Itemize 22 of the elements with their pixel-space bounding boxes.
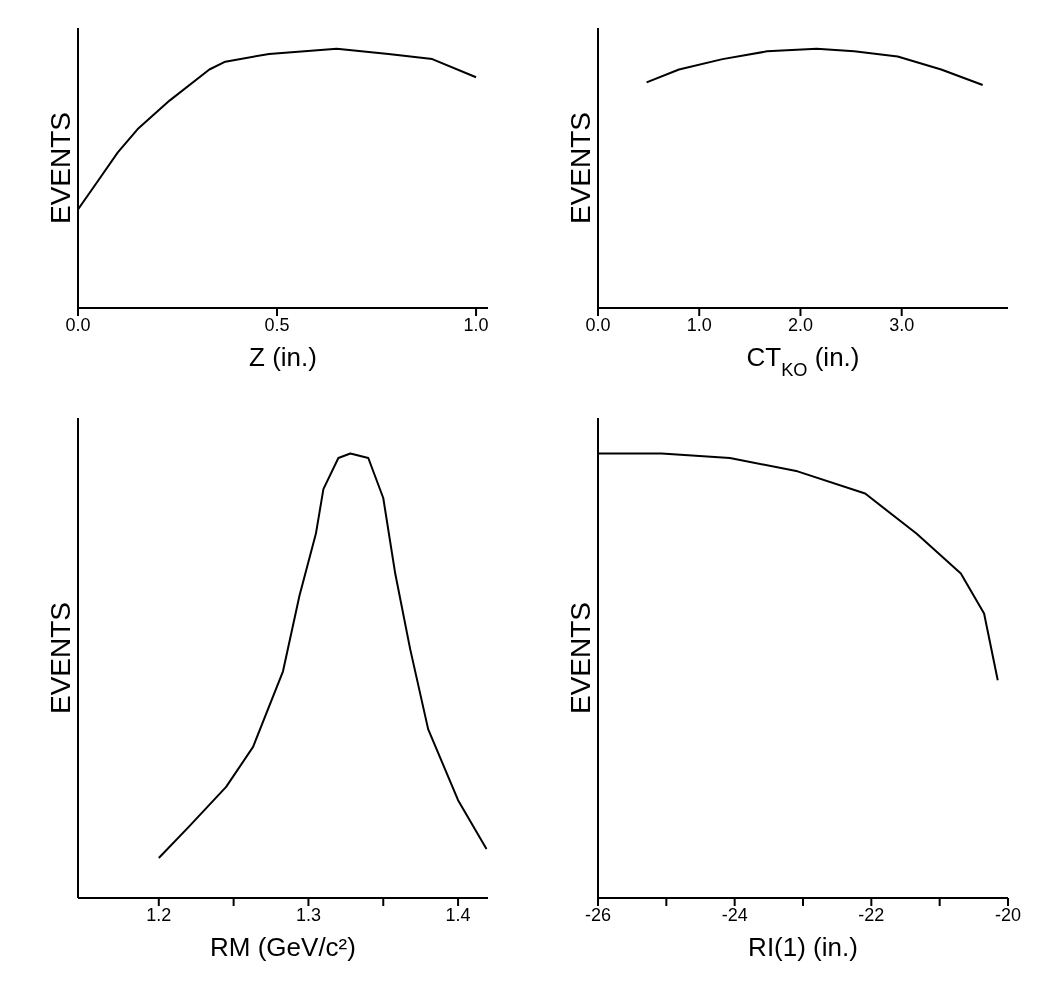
y-axis-title: EVENTS (45, 601, 76, 715)
x-tick-label: 1.0 (463, 314, 489, 335)
x-tick-label: -24 (721, 904, 748, 925)
x-tick-label: 1.4 (445, 904, 471, 925)
x-tick-label: -20 (994, 904, 1022, 925)
y-axis-title: EVENTS (45, 111, 76, 225)
x-tick-label: 1.2 (146, 904, 172, 925)
x-tick-label: 0.5 (264, 314, 290, 335)
x-axis-title: CT$_{KO}$ (in.) (746, 342, 860, 380)
x-tick-label: -22 (858, 904, 885, 925)
x-tick-label: -26 (584, 904, 612, 925)
x-axis-title: Z (in.) (249, 342, 317, 372)
x-tick-label: 1.0 (686, 314, 712, 335)
x-tick-label: 1.3 (295, 904, 321, 925)
x-axis-title: RM (GeV/c²) (210, 932, 356, 962)
x-tick-label: 2.0 (787, 314, 813, 335)
x-tick-label: 3.0 (889, 314, 915, 335)
y-axis-title: EVENTS (565, 601, 596, 715)
x-axis-title: RI(1) (in.) (748, 932, 858, 962)
y-axis-title: EVENTS (565, 111, 596, 225)
x-tick-label: 0.0 (65, 314, 91, 335)
x-tick-label: 0.0 (585, 314, 611, 335)
